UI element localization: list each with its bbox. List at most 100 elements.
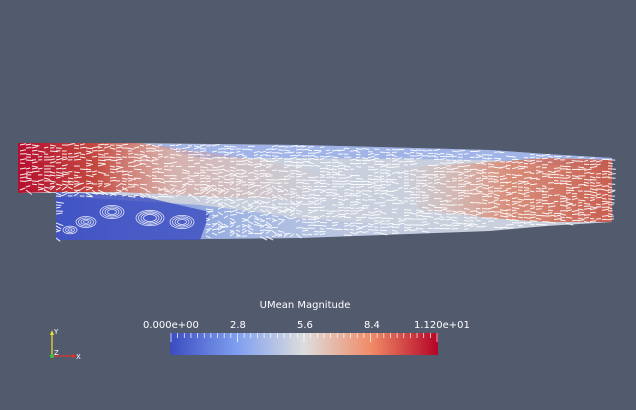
velocity-glyph [265,197,271,199]
velocity-glyph [433,178,441,182]
velocity-glyph [319,215,325,218]
velocity-glyph [511,156,517,158]
velocity-glyph [553,214,561,217]
velocity-glyph [67,142,75,146]
velocity-glyph [337,213,345,216]
velocity-glyph [85,174,94,178]
velocity-glyph [523,216,531,219]
velocity-glyph [31,153,39,156]
velocity-glyph [445,204,453,206]
velocity-glyph [205,223,211,226]
velocity-glyph [265,190,273,196]
velocity-glyph [31,146,39,149]
velocity-glyph [553,167,561,169]
velocity-glyph [475,155,484,159]
velocity-glyph [463,164,471,167]
velocity-glyph [415,182,423,185]
velocity-glyph [97,162,106,165]
velocity-glyph [325,194,332,197]
velocity-glyph [379,211,387,215]
velocity-glyph [217,156,226,159]
velocity-glyph [493,202,501,206]
velocity-glyph [181,146,190,150]
velocity-glyph [199,144,206,147]
velocity-glyph [19,180,27,182]
velocity-glyph [295,212,301,215]
velocity-glyph [43,186,51,189]
velocity-glyph [439,162,447,165]
velocity-glyph [247,224,252,228]
velocity-glyph [589,199,596,202]
velocity-glyph [601,173,608,175]
velocity-glyph [523,182,531,185]
velocity-glyph [139,195,145,199]
velocity-glyph [223,215,229,219]
velocity-glyph [241,219,249,222]
velocity-glyph [259,229,267,232]
velocity-glyph [481,199,488,202]
velocity-glyph [535,217,542,220]
velocity-glyph [319,156,328,158]
velocity-glyph [193,162,201,165]
velocity-glyph [463,228,469,230]
velocity-glyph [229,193,235,198]
velocity-glyph [367,158,376,162]
velocity-glyph [31,183,37,186]
velocity-glyph [355,150,361,153]
recirculation-swirl [99,204,125,219]
velocity-glyph [145,159,154,162]
velocity-glyph [361,199,368,201]
velocity-glyph [283,149,291,152]
velocity-glyph [583,181,590,184]
velocity-glyph [145,192,152,198]
velocity-glyph [337,206,344,209]
velocity-glyph [121,173,129,176]
velocity-glyph [307,209,316,212]
velocity-glyph [187,193,195,198]
velocity-glyph [157,149,164,152]
velocity-glyph [469,174,476,176]
velocity-glyph [517,180,524,183]
recirculation-zone [56,192,210,240]
velocity-glyph [571,177,580,180]
velocity-glyph [319,233,326,236]
velocity-glyph [517,167,525,170]
velocity-glyph [97,143,105,146]
velocity-glyph [121,170,128,173]
velocity-glyph [235,172,244,175]
velocity-glyph [445,155,453,158]
velocity-glyph [559,204,568,207]
velocity-glyph [487,192,494,195]
velocity-glyph [577,217,585,220]
velocity-glyph [55,176,61,179]
velocity-glyph [235,175,244,178]
velocity-glyph [373,148,380,150]
velocity-glyph [601,202,610,205]
velocity-glyph [325,219,332,222]
velocity-glyph [499,175,506,178]
velocity-glyph [247,202,254,207]
velocity-glyph [229,187,237,191]
velocity-glyph [217,211,224,216]
velocity-glyph [151,162,159,165]
velocity-glyph [199,166,208,169]
velocity-glyph [349,194,358,197]
velocity-glyph [499,181,508,184]
velocity-glyph [169,189,177,194]
velocity-glyph [385,184,391,186]
velocity-glyph [397,202,405,205]
velocity-glyph [421,206,430,209]
velocity-glyph [247,181,256,184]
velocity-glyph [511,174,519,177]
velocity-glyph [397,171,406,175]
velocity-glyph [61,158,68,161]
velocity-glyph [313,155,319,158]
velocity-glyph [571,204,577,207]
velocity-glyph [73,180,80,183]
velocity-glyph [289,192,298,196]
velocity-glyph [481,187,490,190]
velocity-glyph [205,199,212,204]
velocity-glyph [457,197,464,200]
velocity-glyph [139,171,145,174]
